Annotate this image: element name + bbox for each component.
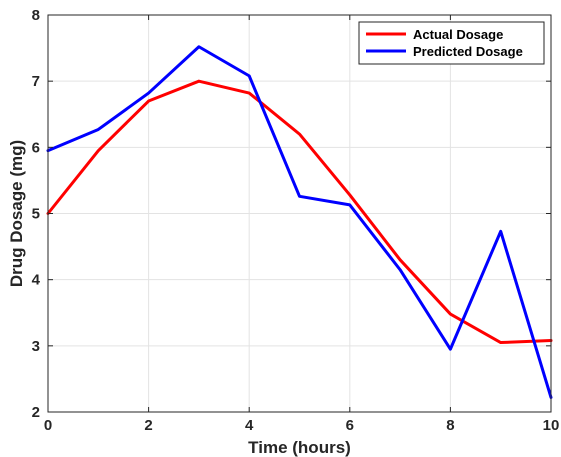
x-tick-label: 10 — [543, 417, 560, 434]
series-line-predicted-dosage — [46, 45, 553, 399]
legend: Actual Dosage Predicted Dosage — [358, 21, 545, 65]
y-tick-label: 4 — [32, 272, 41, 289]
series-line-actual-dosage — [46, 79, 553, 345]
y-tick-label: 7 — [32, 73, 40, 90]
legend-label-actual-dosage: Actual Dosage — [413, 27, 503, 42]
y-tick-label: 5 — [32, 206, 40, 223]
x-tick-label: 0 — [44, 417, 52, 434]
legend-label-predicted-dosage: Predicted Dosage — [413, 44, 523, 59]
y-tick-label: 8 — [32, 7, 40, 24]
y-tick-label: 2 — [32, 404, 40, 421]
x-tick-label: 6 — [346, 417, 354, 434]
y-tick-label: 3 — [32, 338, 40, 355]
series-lines — [46, 45, 553, 399]
y-axis-title: Drug Dosage (mg) — [7, 140, 26, 287]
x-tick-label: 4 — [245, 417, 254, 434]
grid-lines — [48, 15, 551, 412]
y-tick-label: 6 — [32, 139, 40, 156]
x-tick-label: 8 — [446, 417, 454, 434]
x-axis-title: Time (hours) — [248, 438, 351, 457]
legend-box — [358, 21, 545, 65]
x-tick-label: 2 — [144, 417, 152, 434]
